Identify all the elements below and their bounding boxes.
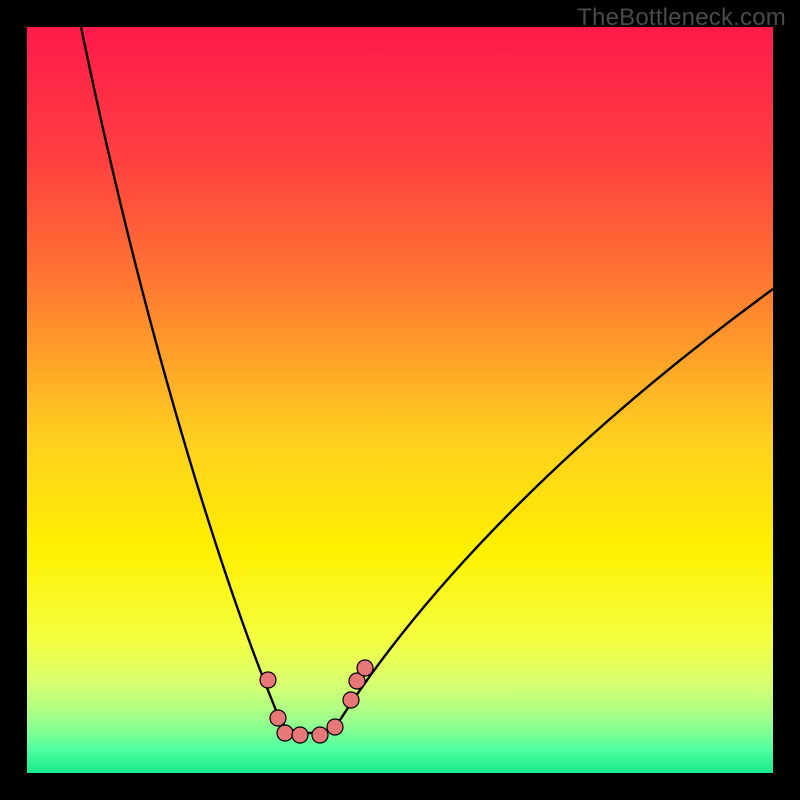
bottleneck-chart-svg [0,0,800,800]
data-marker [292,727,308,743]
data-marker [312,727,328,743]
data-marker [343,692,359,708]
data-marker [277,725,293,741]
plot-background [27,27,773,773]
data-marker [327,719,343,735]
chart-stage: TheBottleneck.com [0,0,800,800]
data-marker [357,660,373,676]
data-marker [270,710,286,726]
data-marker [260,672,276,688]
watermark-text: TheBottleneck.com [577,4,786,32]
